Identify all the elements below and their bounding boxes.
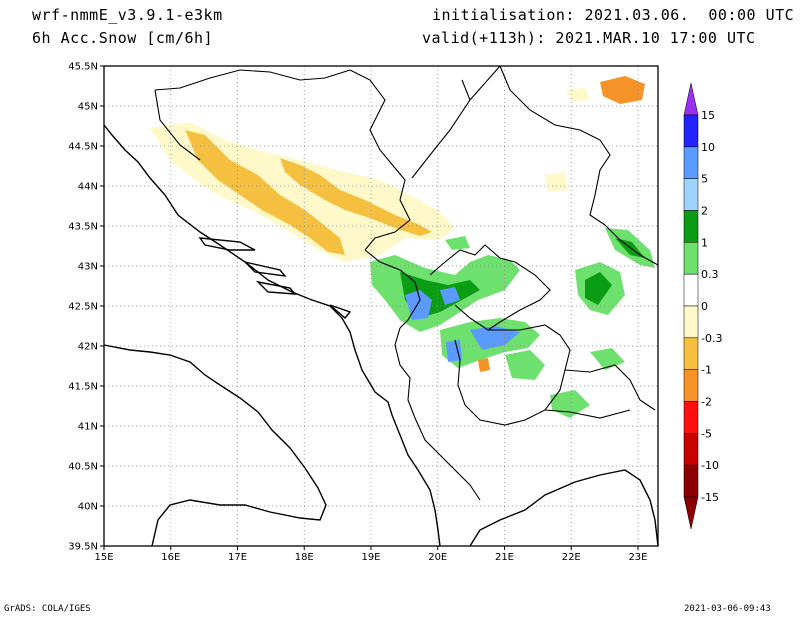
orange-spot-south <box>478 358 490 372</box>
blue-south <box>446 326 520 362</box>
colorbar-segment <box>683 178 699 211</box>
colorbar-segment <box>683 305 699 339</box>
lon-tick-label: 20E <box>428 552 447 563</box>
colorbar-segment <box>683 146 699 179</box>
island-1 <box>198 237 256 251</box>
border-serbia <box>411 65 611 226</box>
lon-tick-label: 16E <box>161 552 180 563</box>
colorbar-bottom-arrow <box>683 496 699 530</box>
lat-tick-label: 41N <box>78 422 98 433</box>
colorbar-top-arrow <box>683 82 699 116</box>
colorbar-label: 5 <box>701 173 708 186</box>
lon-tick-label: 19E <box>361 552 380 563</box>
lat-tick-label: 41.5N <box>68 382 98 393</box>
colorbar-segment <box>683 369 699 402</box>
field-name: 6h Acc.Snow [cm/6h] <box>32 29 214 47</box>
yellow-blob-top <box>545 88 590 192</box>
colorbar-segment <box>683 337 699 370</box>
colorbar-segment <box>683 401 699 434</box>
border-montenegro <box>364 249 421 329</box>
lon-tick-label: 18E <box>295 552 314 563</box>
colorbar-label: -10 <box>701 459 719 472</box>
colorbar-segment <box>683 273 699 307</box>
colorbar-label: 2 <box>701 205 708 218</box>
lat-tick-label: 44N <box>78 182 98 193</box>
colorbar-label: -15 <box>701 491 719 504</box>
lat-tick-label: 40N <box>78 502 98 513</box>
lon-tick-label: 22E <box>562 552 581 563</box>
lon-tick-label: 21E <box>495 552 514 563</box>
colorbar-segment <box>683 114 699 148</box>
dark-green-east <box>585 238 645 305</box>
orange-band-1 <box>185 130 345 255</box>
colorbar-segment <box>683 242 699 275</box>
island-2 <box>242 260 287 277</box>
lat-tick-label: 45.5N <box>68 62 98 73</box>
lon-tick-label: 15E <box>94 552 113 563</box>
border-kosovo <box>429 244 551 331</box>
colorbar-label: -2 <box>701 396 712 409</box>
lat-lon-grid <box>104 66 658 546</box>
valid-time: valid(+113h): 2021.MAR.10 17:00 UTC <box>422 29 756 47</box>
colorbar-label: 0.3 <box>701 268 719 281</box>
lat-tick-label: 40.5N <box>68 462 98 473</box>
colorbar-segment <box>683 433 699 466</box>
latitude-ticks: 45.5N 45N 44.5N 44N 43.5N 43N 42.5N 42N 41.5N 41N… <box>68 62 104 553</box>
colorbar-label: 0 <box>701 300 708 313</box>
lat-tick-label: 45N <box>78 102 98 113</box>
lat-tick-label: 44.5N <box>68 142 98 153</box>
colorbar-label: 15 <box>701 109 715 122</box>
colorbar-label: 1 <box>701 236 708 249</box>
lon-tick-label: 17E <box>228 552 247 563</box>
lon-tick-label: 23E <box>628 552 647 563</box>
island-3 <box>255 280 297 295</box>
coastline-italy <box>103 344 327 547</box>
init-time: initialisation: 2021.03.06. 00:00 UTC <box>432 6 795 24</box>
colorbar-label: -0.3 <box>701 332 722 345</box>
longitude-ticks: 15E 16E 17E 18E 19E 20E 21E 22E 23E <box>94 546 647 563</box>
map-panel <box>103 65 659 547</box>
colorbar-label: -5 <box>701 427 712 440</box>
orange-blob-top <box>600 76 645 104</box>
render-timestamp: 2021-03-06-09:43 <box>684 604 771 614</box>
country-borders <box>154 65 659 501</box>
orange-band-2 <box>280 158 432 236</box>
border-north-macedonia <box>454 304 571 426</box>
coastline-greece <box>469 469 659 547</box>
border-bulgaria <box>544 224 659 419</box>
colorbar-label: -1 <box>701 364 712 377</box>
border-croatia-bosnia <box>154 69 411 251</box>
border-albania <box>394 327 481 501</box>
colorbar-segment <box>683 464 699 498</box>
coastlines <box>103 124 659 547</box>
model-name: wrf-nmmE_v3.9.1-e3km <box>32 6 223 24</box>
lat-tick-label: 42N <box>78 342 98 353</box>
grads-credit: GrADS: COLA/IGES <box>4 604 91 614</box>
lat-tick-label: 43N <box>78 262 98 273</box>
lat-tick-label: 43.5N <box>68 222 98 233</box>
lat-tick-label: 39.5N <box>68 542 98 553</box>
snow-fields <box>150 76 655 418</box>
lat-tick-label: 42.5N <box>68 302 98 313</box>
colorbar: 15 10 5 2 1 0.3 0 -0.3 -1 -2 -5 -10 -15 <box>683 82 722 530</box>
coastline-adriatic-east <box>103 124 441 547</box>
colorbar-label: 10 <box>701 141 715 154</box>
island-4 <box>329 304 352 319</box>
colorbar-segment <box>683 210 699 243</box>
